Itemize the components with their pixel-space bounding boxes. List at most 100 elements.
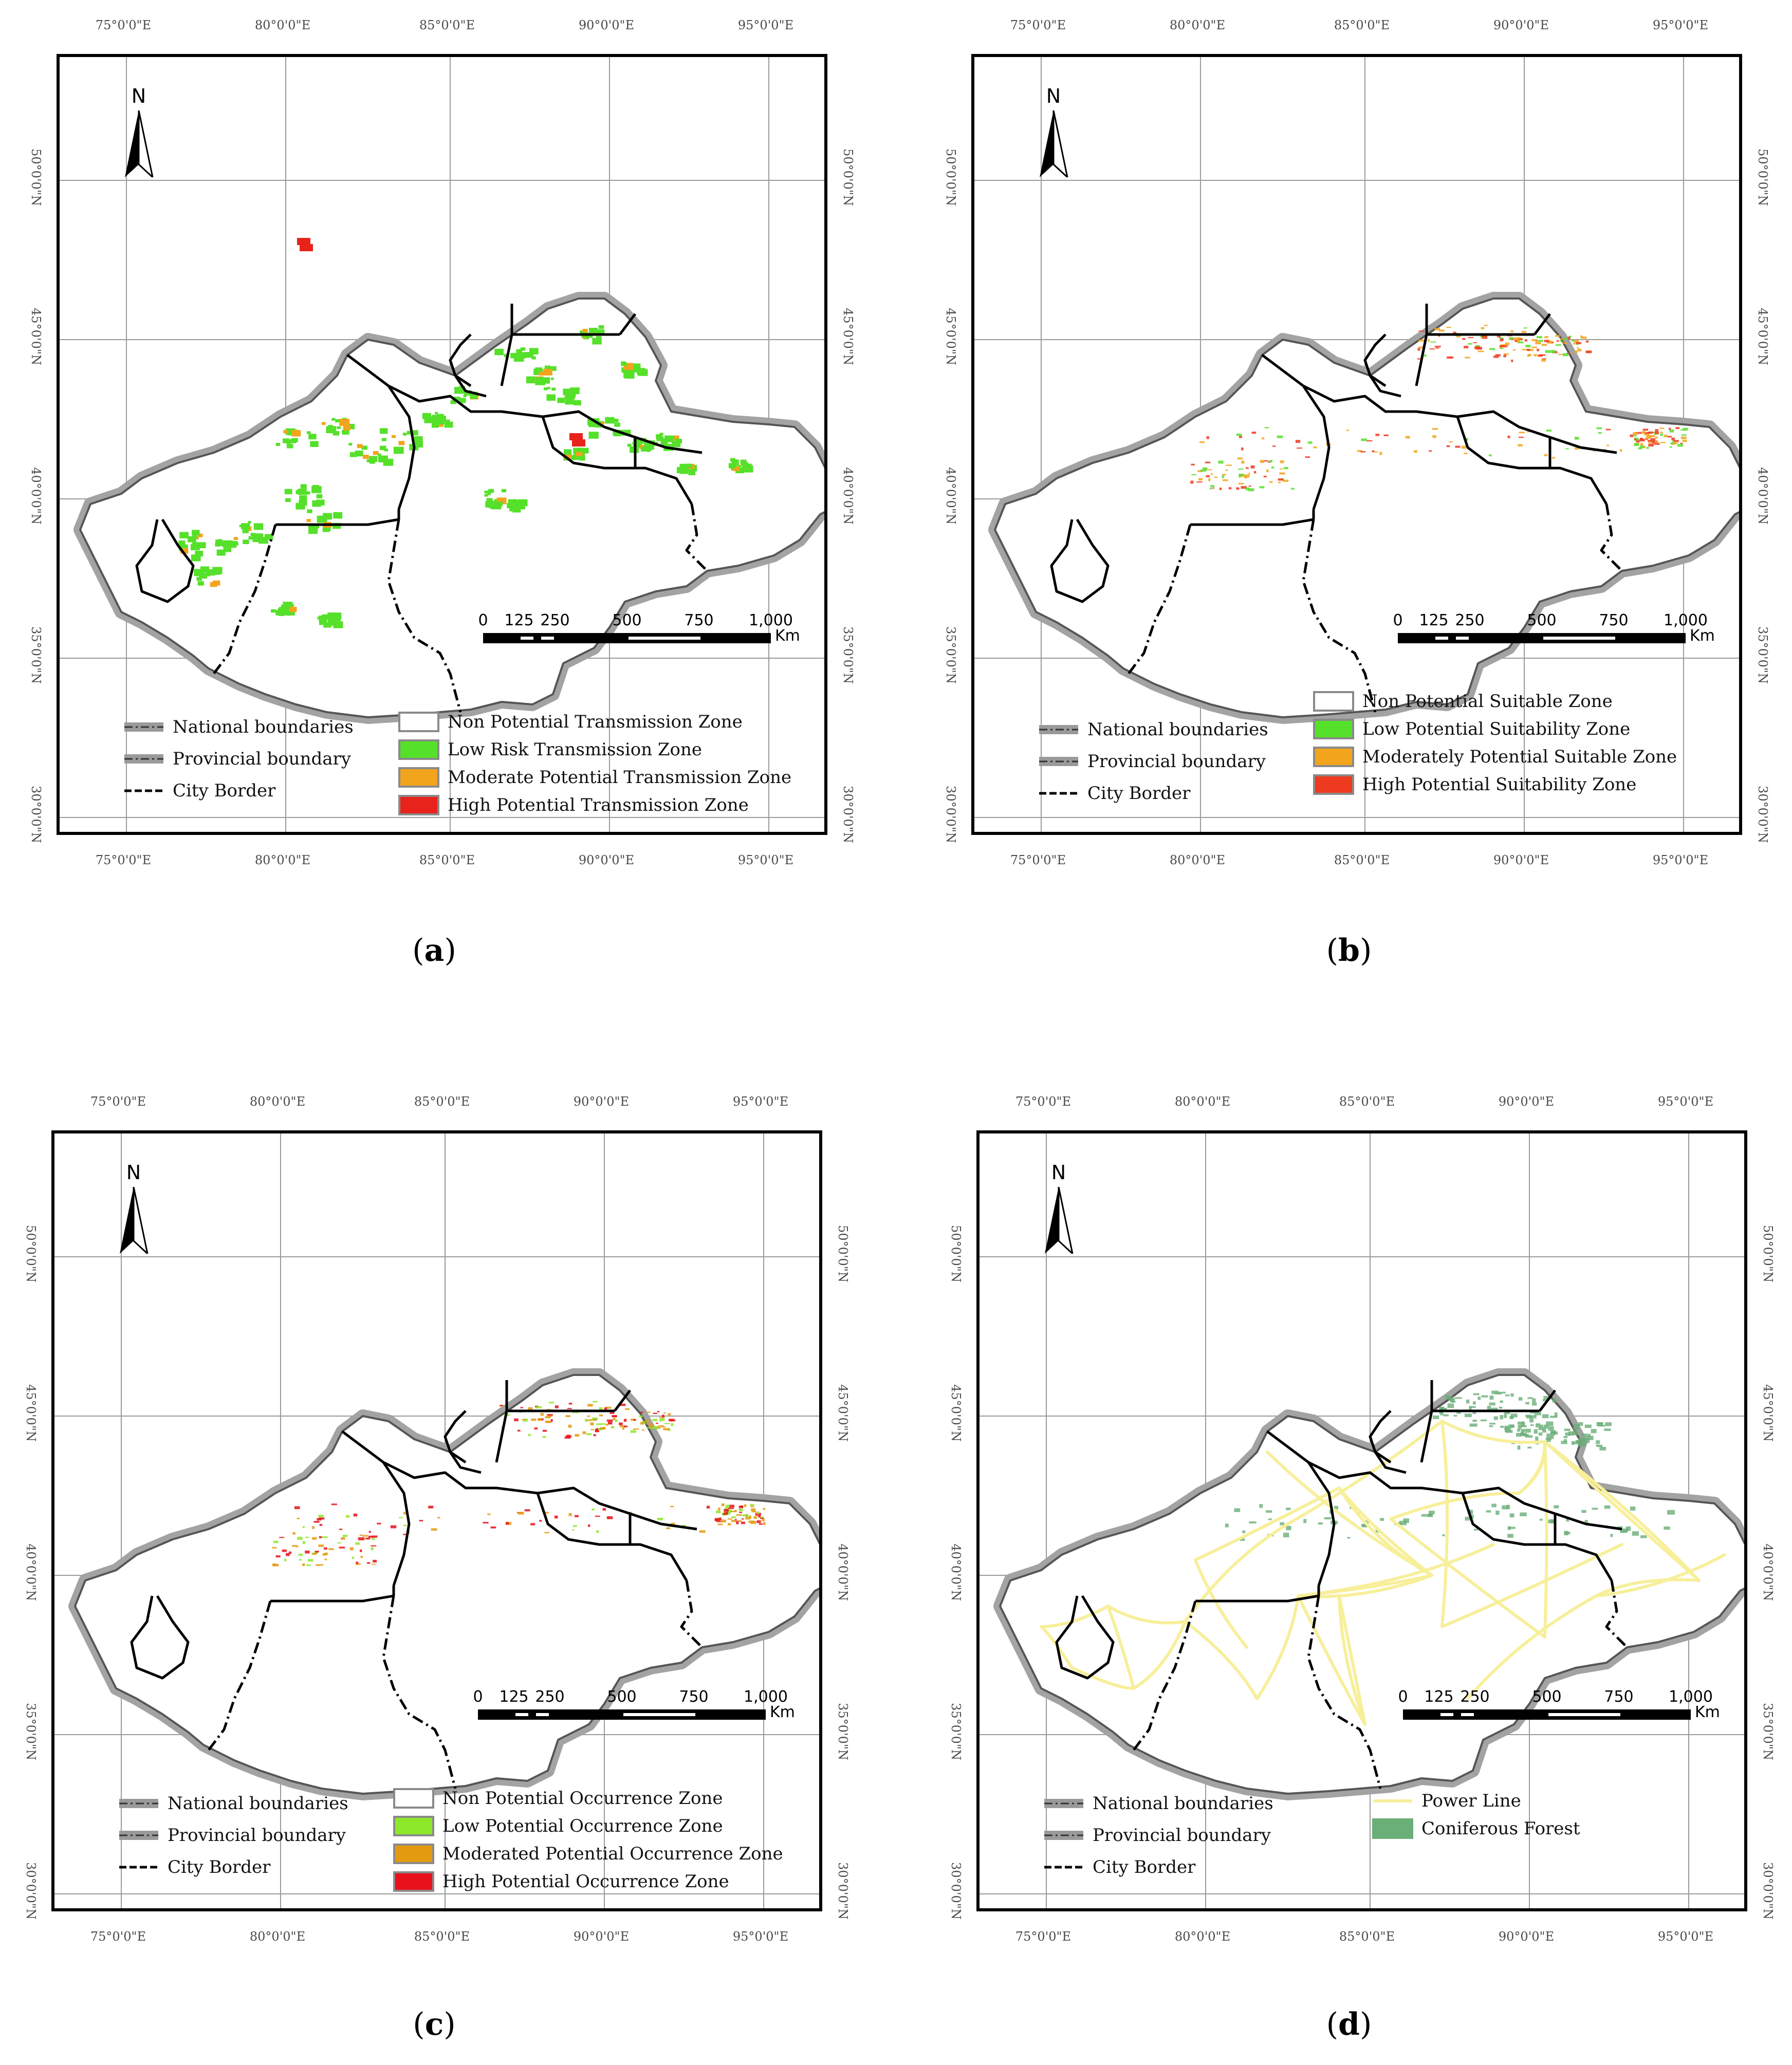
lon-tick-bottom: 75°0'0"E (1010, 853, 1066, 867)
lon-tick-top: 85°0'0"E (1334, 18, 1390, 32)
zone-patch (319, 1524, 323, 1526)
legend-color-swatch (398, 739, 439, 760)
coniferous-patch (1584, 1520, 1588, 1523)
zone-patch (1642, 429, 1649, 431)
zone-patch (317, 1518, 322, 1521)
legend-right-item: High Potential Suitability Zone (1313, 774, 1636, 795)
zone-patch (619, 1425, 625, 1427)
zone-patch (311, 1553, 317, 1555)
zone-patch (490, 1526, 496, 1529)
lon-tick-bottom: 85°0'0"E (414, 1929, 470, 1944)
scale-label: 125 (504, 611, 534, 629)
legend-color-swatch (1313, 719, 1354, 739)
zone-patch (317, 515, 327, 523)
zone-patch (1593, 450, 1596, 452)
map-frame (57, 54, 827, 835)
zone-patch (199, 573, 208, 579)
zone-patch (302, 1563, 305, 1566)
coniferous-patch (1469, 1406, 1476, 1408)
zone-patch (721, 1503, 725, 1506)
caption-close: ) (1359, 933, 1372, 969)
zone-patch (347, 423, 355, 430)
zone-patch (550, 377, 554, 380)
zone-patch (686, 463, 692, 468)
zone-patch (1544, 454, 1548, 456)
legend-right-label: High Potential Transmission Zone (448, 795, 749, 815)
zone-patch (1500, 338, 1504, 342)
legend-color-swatch (1313, 747, 1354, 767)
zone-patch (1646, 447, 1649, 449)
zone-patch (434, 417, 445, 425)
city-border (130, 1595, 190, 1680)
legend-left-label: City Border (173, 780, 276, 801)
zone-patch (1577, 348, 1582, 351)
scale-label: 750 (1604, 1688, 1634, 1706)
coniferous-patch (1493, 1416, 1498, 1420)
zone-patch (568, 1424, 572, 1428)
zone-patch (312, 500, 322, 507)
coniferous-patch (1525, 1435, 1533, 1438)
zone-patch (297, 1536, 303, 1540)
zone-patch (1290, 488, 1295, 490)
city-border-swatch (1044, 1866, 1083, 1869)
zone-patch (1475, 345, 1480, 347)
coniferous-patch (1542, 1399, 1547, 1402)
coniferous-patch (1324, 1517, 1332, 1520)
zone-patch (373, 1559, 377, 1563)
zone-patch (1477, 350, 1484, 352)
lat-tick-right: 45°0'0"N (1756, 308, 1770, 365)
lat-tick-right: 50°0'0"N (836, 1225, 850, 1282)
lat-tick-left: 40°0'0"N (944, 467, 958, 525)
coniferous-patch (1450, 1401, 1456, 1403)
zone-patch (367, 1562, 371, 1564)
zone-patch (518, 504, 525, 510)
zone-patch (1536, 336, 1542, 339)
scale-bar: 0 125 250 500 750 1,000 Km (1398, 1688, 1720, 1729)
lat-tick-right: 50°0'0"N (841, 148, 855, 206)
zone-patch (306, 1564, 311, 1566)
scale-bar: 0 125 250 500 750 1,000 Km (473, 1688, 795, 1729)
zone-patch (567, 1408, 572, 1409)
zone-patch (1562, 342, 1567, 344)
zone-patch (1683, 427, 1688, 431)
coniferous-patch (1504, 1414, 1507, 1418)
zone-patch (565, 1415, 570, 1418)
legend-color-swatch (393, 1844, 434, 1864)
north-label: N (131, 85, 146, 107)
scale-label: 250 (1460, 1688, 1490, 1706)
zone-patch (1500, 347, 1504, 349)
power-line (1184, 1522, 1289, 1623)
zone-patch (668, 1413, 671, 1416)
zone-patch (517, 1429, 521, 1432)
zone-patch (1505, 342, 1510, 346)
zone-patch (1677, 444, 1683, 447)
zone-patch (306, 431, 311, 434)
zone-patch (613, 418, 619, 422)
zone-patch (759, 1523, 763, 1525)
lon-tick-top: 95°0'0"E (737, 18, 794, 32)
coniferous-patch (1380, 1518, 1384, 1521)
zone-patch (308, 434, 317, 440)
scale-bar: 0 125 250 500 750 1,000 Km (478, 611, 800, 653)
zone-patch (1648, 440, 1652, 443)
zone-patch (596, 336, 602, 340)
zone-patch (564, 1436, 571, 1439)
lon-tick-top: 95°0'0"E (732, 1094, 789, 1109)
zone-patch (403, 1512, 408, 1515)
zone-patches (1190, 325, 1688, 492)
coniferous-patch (1268, 1518, 1272, 1520)
zone-patch (332, 431, 340, 436)
zone-patch (1660, 431, 1663, 434)
zone-patch (1236, 487, 1240, 490)
legend-right-item: Moderated Potential Occurrence Zone (393, 1844, 783, 1864)
zone-patch (554, 1515, 558, 1519)
lat-tick-left: 30°0'0"N (949, 1862, 963, 1920)
zone-patch (328, 619, 337, 626)
legend-left-item: City Border (1038, 783, 1190, 804)
coniferous-patch (1440, 1411, 1444, 1416)
zone-patch (1508, 337, 1514, 340)
coniferous-patch (1480, 1419, 1487, 1422)
zone-patch (1266, 469, 1269, 473)
zone-patch (337, 1542, 341, 1544)
zone-patch (1383, 434, 1389, 436)
